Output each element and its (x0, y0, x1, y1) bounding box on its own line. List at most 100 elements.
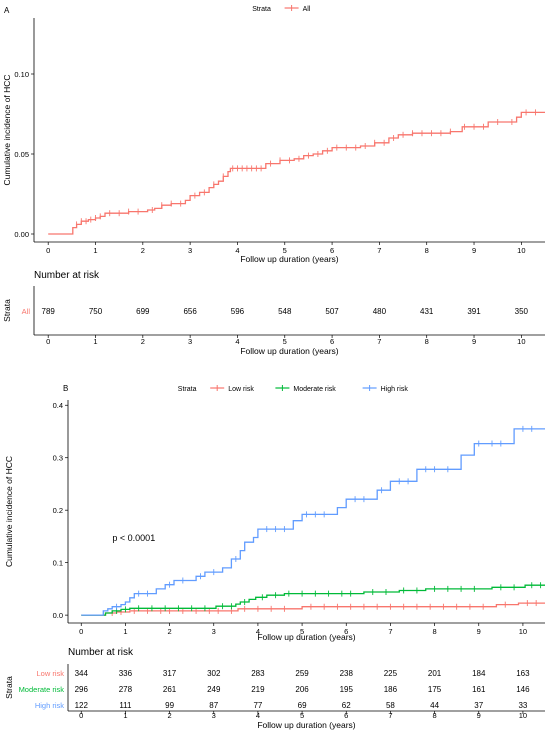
risk-table-x-tick-label: 8 (432, 711, 436, 720)
x-axis-title: Follow up duration (years) (240, 254, 338, 264)
risk-row-label: Low risk (36, 669, 64, 678)
risk-count: 62 (342, 701, 351, 710)
y-tick-label: 0.4 (53, 401, 63, 410)
x-tick-label: 3 (188, 246, 192, 255)
risk-table-title: Number at risk (34, 270, 100, 281)
panel-label: A (4, 6, 10, 15)
risk-table-x-tick-label: 10 (517, 337, 525, 346)
x-tick-label: 1 (123, 627, 127, 636)
y-tick-label: 0.1 (53, 559, 63, 568)
risk-count: 507 (325, 307, 339, 316)
risk-count: 656 (183, 307, 197, 316)
y-tick-label: 0.3 (53, 454, 63, 463)
risk-table-x-tick-label: 2 (167, 711, 171, 720)
x-tick-label: 0 (46, 246, 50, 255)
risk-count: 596 (231, 307, 245, 316)
risk-table-x-tick-label: 0 (46, 337, 50, 346)
series-all (48, 109, 545, 235)
risk-count: 58 (386, 701, 395, 710)
risk-count: 350 (515, 307, 529, 316)
panel-label: B (63, 384, 68, 393)
risk-table-x-tick-label: 9 (472, 337, 476, 346)
series-moderate-risk (81, 582, 545, 616)
survival-step-line (48, 111, 545, 235)
x-axis-title: Follow up duration (years) (257, 632, 355, 642)
risk-row-label: High risk (35, 701, 64, 710)
risk-count: 186 (384, 685, 398, 694)
survival-step-line (81, 428, 545, 616)
x-tick-label: 4 (256, 627, 260, 636)
risk-table-x-tick-label: 1 (93, 337, 97, 346)
x-tick-label: 0 (79, 627, 83, 636)
x-tick-label: 6 (330, 246, 334, 255)
x-tick-label: 8 (432, 627, 436, 636)
risk-count: 238 (340, 669, 354, 678)
y-axis-title: Cumulative incidence of HCC (2, 74, 12, 185)
risk-count: 195 (340, 685, 354, 694)
risk-table-x-title: Follow up duration (years) (257, 720, 355, 730)
x-tick-label: 5 (283, 246, 287, 255)
risk-table-x-tick-label: 2 (141, 337, 145, 346)
risk-count: 111 (119, 701, 132, 710)
risk-count: 789 (42, 307, 56, 316)
x-tick-label: 8 (425, 246, 429, 255)
risk-count: 302 (207, 669, 221, 678)
y-tick-label: 0.10 (14, 70, 29, 79)
risk-count: 278 (119, 685, 133, 694)
y-axis-title: Cumulative incidence of HCC (4, 456, 14, 567)
risk-count: 161 (472, 685, 486, 694)
risk-table-x-tick-label: 3 (188, 337, 192, 346)
risk-count: 317 (163, 669, 177, 678)
risk-table-x-tick-label: 9 (477, 711, 481, 720)
x-tick-label: 2 (167, 627, 171, 636)
legend-entry: Moderate risk (293, 386, 336, 393)
risk-table-x-tick-label: 3 (212, 711, 216, 720)
risk-count: 391 (467, 307, 481, 316)
y-tick-label: 0.00 (14, 230, 29, 239)
risk-count: 77 (253, 701, 262, 710)
risk-count: 219 (251, 685, 265, 694)
legend-entry: Low risk (228, 386, 254, 393)
risk-count: 344 (75, 669, 89, 678)
x-tick-label: 10 (519, 627, 527, 636)
risk-row-label: All (22, 307, 31, 316)
legend-title: Strata (178, 386, 197, 393)
risk-count: 44 (430, 701, 439, 710)
risk-count: 206 (295, 685, 309, 694)
risk-count: 431 (420, 307, 434, 316)
x-tick-label: 7 (377, 246, 381, 255)
risk-row-label: Moderate risk (19, 685, 65, 694)
x-tick-label: 5 (300, 627, 304, 636)
risk-table-x-tick-label: 5 (283, 337, 287, 346)
risk-table-y-title: Strata (2, 299, 12, 322)
risk-count: 146 (516, 685, 530, 694)
risk-table-x-tick-label: 7 (377, 337, 381, 346)
km-panel-b: B Strata Low risk Moderate risk High risk 0.0… (4, 384, 545, 730)
risk-count: 261 (163, 685, 177, 694)
risk-count: 283 (251, 669, 265, 678)
risk-count: 184 (472, 669, 486, 678)
risk-table-x-tick-label: 7 (388, 711, 392, 720)
x-tick-label: 10 (517, 246, 525, 255)
risk-table-x-tick-label: 10 (519, 711, 527, 720)
survival-step-line (81, 602, 545, 616)
risk-count: 225 (384, 669, 398, 678)
risk-count: 480 (373, 307, 387, 316)
risk-table-x-tick-label: 5 (300, 711, 304, 720)
risk-count: 201 (428, 669, 442, 678)
risk-table-y-title: Strata (4, 676, 14, 699)
y-tick-label: 0.2 (53, 506, 63, 515)
x-tick-label: 1 (93, 246, 97, 255)
risk-count: 33 (518, 701, 527, 710)
risk-table-x-tick-label: 6 (344, 711, 348, 720)
risk-count: 122 (75, 701, 89, 710)
risk-table-x-tick-label: 1 (123, 711, 127, 720)
risk-count: 99 (165, 701, 174, 710)
x-tick-label: 9 (472, 246, 476, 255)
x-tick-label: 9 (477, 627, 481, 636)
risk-count: 37 (474, 701, 483, 710)
legend: Strata All (252, 5, 311, 13)
risk-count: 175 (428, 685, 442, 694)
